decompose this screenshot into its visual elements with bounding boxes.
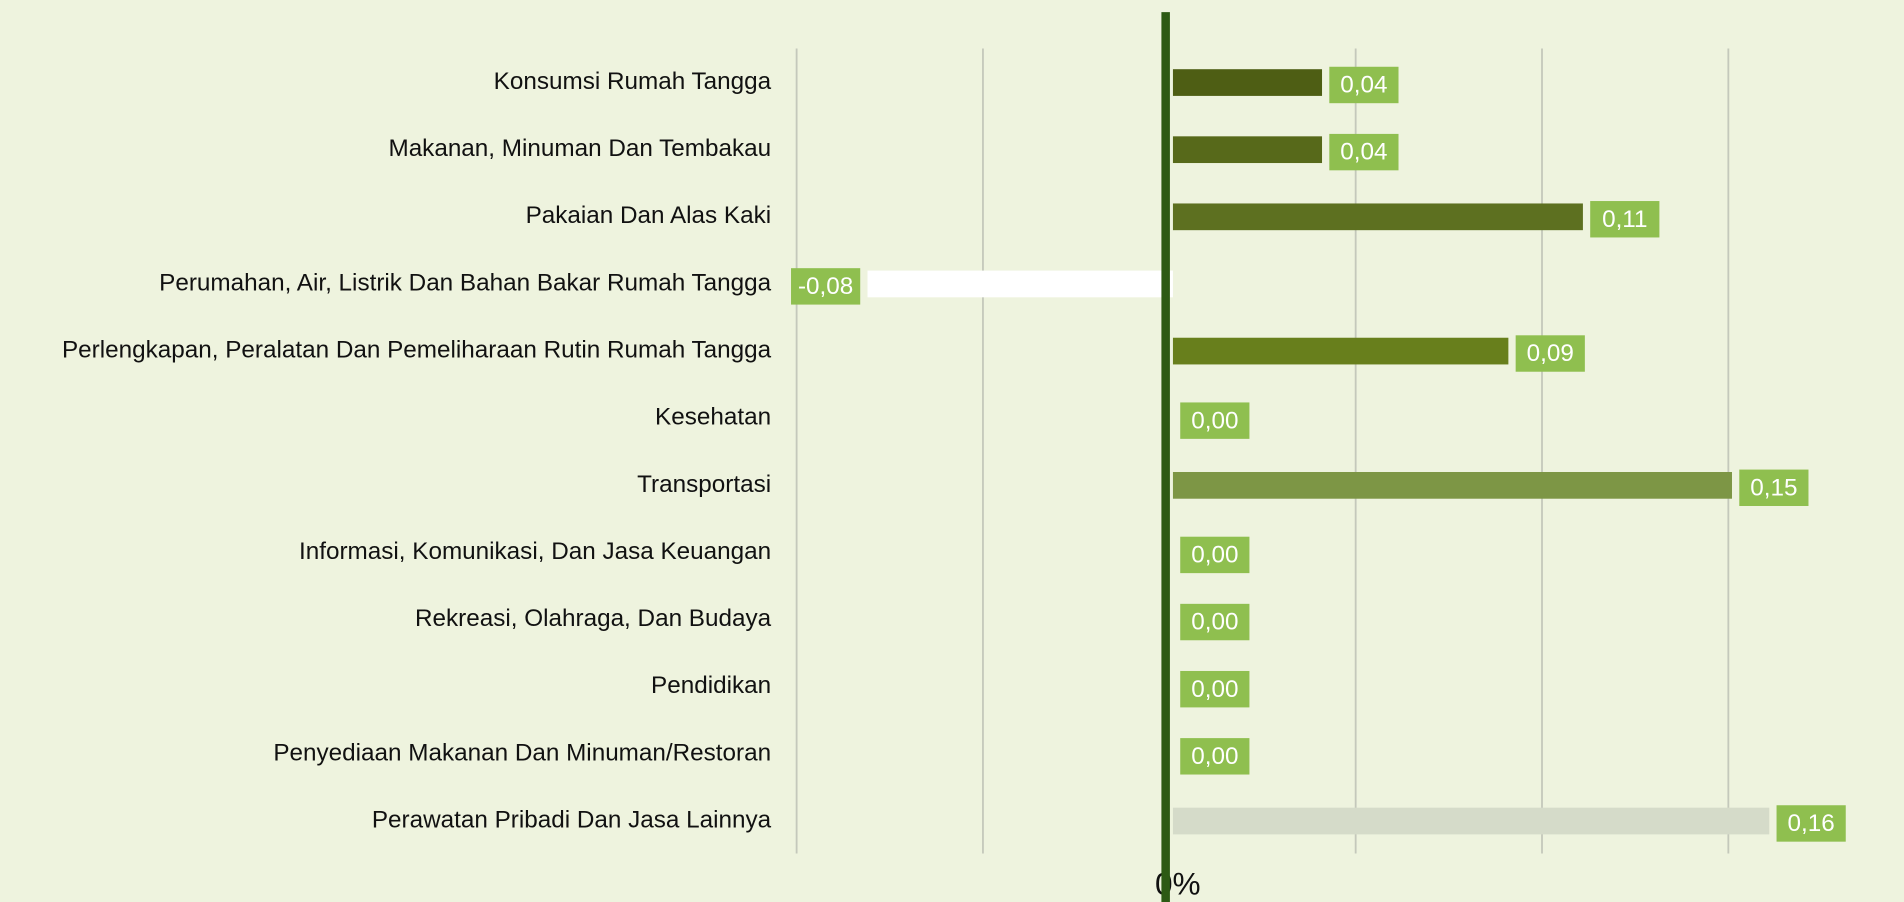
value-label-box — [791, 268, 861, 305]
value-label-box — [1180, 536, 1250, 574]
value-label: 0,00 — [1191, 609, 1238, 636]
value-label-box — [1329, 66, 1399, 104]
value-label: 0,00 — [1191, 676, 1238, 703]
bar — [1172, 203, 1583, 231]
category-label: Perumahan, Air, Listrik Dan Bahan Bakar … — [159, 269, 771, 296]
value-label: 0,00 — [1191, 407, 1238, 434]
value-label-box — [1776, 805, 1846, 842]
category-label: Konsumsi Rumah Tangga — [494, 68, 772, 95]
bar — [1172, 136, 1323, 164]
category-label: Pakaian Dan Alas Kaki — [526, 202, 771, 229]
value-label-box — [1180, 670, 1250, 708]
value-label-box — [1180, 603, 1250, 641]
value-label: -0,08 — [798, 273, 853, 300]
category-label: Penyediaan Makanan Dan Minuman/Restoran — [273, 739, 771, 766]
bar — [1172, 69, 1323, 96]
bar — [1172, 337, 1509, 365]
category-label: Rekreasi, Olahraga, Dan Budaya — [415, 605, 772, 632]
value-label: 0,09 — [1527, 340, 1574, 367]
value-label: 0,00 — [1191, 743, 1238, 770]
category-label: Pendidikan — [651, 672, 771, 699]
value-label: 0,04 — [1340, 139, 1387, 166]
category-label: Kesehatan — [655, 404, 771, 431]
value-label: 0,11 — [1602, 206, 1647, 233]
category-label: Perlengkapan, Peralatan Dan Pemeliharaan… — [62, 336, 772, 363]
value-label: 0,04 — [1340, 72, 1387, 99]
bar — [867, 270, 1173, 298]
value-label: 0,00 — [1191, 542, 1238, 569]
bar — [1172, 807, 1770, 835]
value-label: 0,16 — [1788, 810, 1835, 837]
category-label: Informasi, Komunikasi, Dan Jasa Keuangan — [299, 538, 771, 565]
value-label-box — [1329, 133, 1399, 171]
value-label: 0,15 — [1750, 474, 1797, 501]
value-label-box — [1515, 335, 1585, 372]
value-label-box — [1590, 201, 1660, 238]
category-label: Transportasi — [637, 471, 771, 498]
value-label-box — [1180, 738, 1250, 775]
value-label-box — [1180, 402, 1250, 439]
bar — [1172, 472, 1732, 499]
category-label: Perawatan Pribadi Dan Jasa Lainnya — [372, 806, 772, 833]
category-label: Makanan, Minuman Dan Tembakau — [388, 135, 771, 162]
value-label-box — [1739, 469, 1809, 506]
